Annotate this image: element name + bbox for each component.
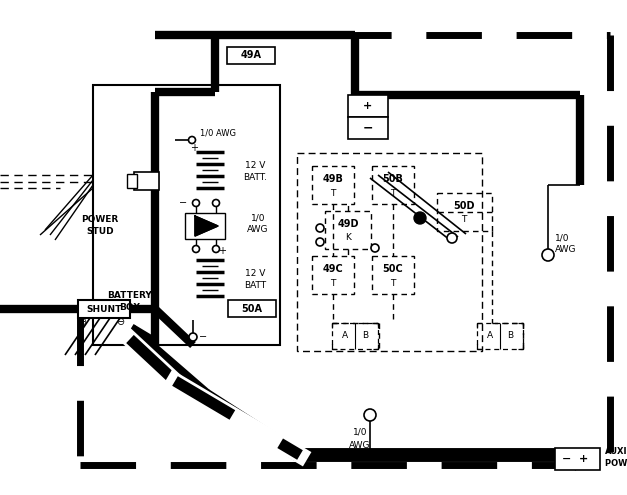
Text: −: − — [199, 332, 207, 342]
Circle shape — [316, 224, 324, 232]
Bar — [228, 300, 276, 317]
Circle shape — [189, 333, 197, 341]
Text: BATTERY: BATTERY — [108, 291, 152, 299]
Text: BATT.: BATT. — [243, 172, 267, 182]
Text: 49B: 49B — [322, 174, 344, 184]
Bar — [555, 448, 600, 470]
Text: 1/0: 1/0 — [555, 234, 569, 243]
Bar — [78, 300, 130, 318]
Bar — [325, 211, 371, 249]
Text: 12 V: 12 V — [245, 268, 265, 278]
Text: 1/0: 1/0 — [251, 213, 265, 222]
Bar — [127, 174, 137, 188]
Text: T: T — [461, 215, 466, 225]
Bar — [372, 256, 414, 294]
Text: 12 V: 12 V — [245, 160, 265, 169]
Text: POWER: POWER — [82, 215, 119, 225]
Circle shape — [364, 409, 376, 421]
Text: −: − — [562, 454, 572, 464]
Text: 1/0 AWG: 1/0 AWG — [200, 129, 236, 138]
Text: T: T — [330, 189, 335, 198]
Bar — [227, 47, 275, 64]
Circle shape — [371, 244, 379, 252]
Bar — [93, 85, 280, 345]
Bar — [348, 95, 388, 117]
Text: 50C: 50C — [382, 264, 403, 274]
Text: 49D: 49D — [337, 219, 359, 229]
Text: A: A — [487, 332, 493, 341]
Text: 49C: 49C — [323, 264, 344, 274]
Circle shape — [189, 137, 196, 144]
Text: AUXILIARY: AUXILIARY — [605, 447, 627, 456]
Circle shape — [192, 246, 199, 252]
Bar — [348, 117, 388, 139]
Text: T: T — [330, 279, 335, 288]
Bar — [372, 166, 414, 204]
Text: AWG: AWG — [349, 441, 371, 449]
Circle shape — [316, 238, 324, 246]
Circle shape — [192, 199, 199, 206]
Bar — [312, 256, 354, 294]
Text: −: − — [179, 198, 187, 208]
Text: 1/0: 1/0 — [353, 428, 367, 437]
Text: +: + — [190, 143, 198, 153]
Text: BATT: BATT — [244, 281, 266, 290]
Text: K: K — [345, 234, 351, 243]
Text: T: T — [391, 279, 396, 288]
Bar — [134, 172, 159, 190]
Bar — [437, 193, 492, 231]
Text: BOX: BOX — [119, 303, 140, 312]
Text: 50B: 50B — [382, 174, 403, 184]
Text: AWG: AWG — [247, 226, 269, 235]
Bar — [477, 323, 523, 349]
Text: 50A: 50A — [241, 304, 263, 314]
Bar — [312, 166, 354, 204]
Text: +: + — [364, 101, 372, 111]
Text: ⊖: ⊖ — [116, 317, 124, 327]
Circle shape — [542, 249, 554, 261]
Text: T: T — [391, 189, 396, 198]
Text: +: + — [578, 454, 587, 464]
Text: A: A — [342, 332, 348, 341]
Bar — [297, 153, 482, 351]
Text: −: − — [363, 121, 373, 135]
Bar — [185, 213, 225, 239]
Circle shape — [213, 246, 219, 252]
Text: 49A: 49A — [241, 50, 261, 60]
Bar — [332, 323, 378, 349]
Polygon shape — [195, 216, 218, 236]
Circle shape — [447, 233, 457, 243]
Text: ⊕: ⊕ — [78, 317, 86, 327]
Text: STUD: STUD — [86, 228, 114, 237]
Text: B: B — [507, 332, 513, 341]
Circle shape — [213, 199, 219, 206]
Circle shape — [414, 212, 426, 224]
Text: +: + — [218, 246, 226, 256]
Text: SHUNT: SHUNT — [87, 304, 122, 313]
Text: B: B — [362, 332, 368, 341]
Text: AWG: AWG — [555, 246, 576, 254]
Text: POWER SUPPLY: POWER SUPPLY — [605, 458, 627, 467]
Text: 50D: 50D — [453, 201, 475, 211]
